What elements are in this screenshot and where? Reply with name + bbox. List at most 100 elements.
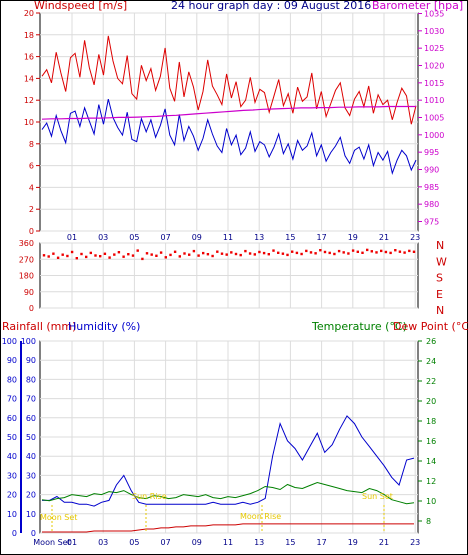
direction-point (328, 251, 331, 255)
direction-point (211, 254, 214, 258)
direction-point (108, 256, 111, 259)
x-tick-label: 17 (317, 233, 327, 242)
compass-label: S (436, 272, 443, 285)
direction-point (183, 252, 186, 255)
tick-label-left: 6 (29, 162, 34, 171)
direction-point (103, 252, 107, 255)
direction-point (169, 253, 172, 257)
compass-label: N (436, 239, 444, 252)
x-tick-label: 01 (67, 233, 77, 242)
direction-point (220, 252, 224, 255)
compass-label: W (436, 255, 447, 268)
tick-label-left: 2 (29, 205, 34, 214)
direction-point (281, 252, 285, 255)
panel3-series (41, 415, 415, 533)
dewpoint-axis-label: Dew Point (°C) (393, 320, 468, 333)
direction-point (80, 252, 83, 256)
direction-point (56, 256, 60, 259)
tick-label-right: 1010 (424, 96, 444, 105)
direction-point (113, 253, 116, 256)
direction-point (286, 253, 289, 257)
tick-label-left-rain: 80 (26, 375, 36, 384)
tick-label-left-rain: 0 (31, 529, 36, 538)
tick-label-left: 0 (29, 304, 34, 313)
x-tick-label: 23 (410, 233, 420, 242)
direction-point (66, 254, 69, 258)
direction-point (131, 254, 135, 257)
direction-point (309, 251, 313, 254)
panel3-right-ticks: 26 24 22 20 18 16 14 12 10 8 (418, 337, 436, 526)
direction-point (173, 250, 177, 253)
chart-title: 24 hour graph day : 09 August 2016 (171, 0, 371, 12)
direction-point (258, 250, 261, 254)
direction-point (380, 249, 383, 253)
x-tick-label: 01 (67, 538, 77, 547)
rainfall-axis-label: Rainfall (mm) (2, 320, 76, 333)
direction-point (295, 251, 299, 255)
panel1-right-ticks: 1035 1030 1025 1020 1015 1010 1005 1000 995 990 98… (418, 10, 444, 227)
direction-point (342, 251, 345, 254)
direction-point (323, 250, 327, 254)
tick-label-left: 4 (29, 183, 34, 192)
direction-point (370, 250, 373, 253)
tick-label-right: 26 (426, 337, 436, 346)
x-tick-label: 15 (285, 233, 295, 242)
direction-point (188, 253, 191, 256)
direction-point (206, 253, 210, 256)
tick-label-right: 1035 (424, 10, 444, 19)
tick-label-left-humidity: 100 (2, 337, 17, 346)
direction-point (75, 257, 78, 260)
x-tick-label: 11 (223, 233, 233, 242)
tick-label-left-humidity: 30 (7, 471, 17, 480)
direction-point (337, 249, 341, 253)
tick-label-left-humidity: 20 (7, 491, 17, 500)
tick-label-right: 16 (426, 437, 436, 446)
direction-point (389, 251, 392, 255)
x-tick-label: 21 (379, 233, 389, 242)
x-tick-label: 03 (98, 233, 108, 242)
direction-point (155, 254, 158, 257)
x-tick-label: 09 (192, 538, 202, 547)
direction-point (384, 250, 388, 254)
tick-label-right: 1030 (424, 27, 444, 36)
series-humidity-line (42, 415, 415, 507)
x-tick-label: 19 (348, 233, 358, 242)
series-temperature-line (41, 481, 415, 505)
tick-label-right: 1015 (424, 79, 444, 88)
tick-label-right: 995 (424, 148, 439, 157)
tick-label-right: 8 (426, 517, 431, 526)
tick-label-left: 20 (24, 9, 34, 18)
x-tick-label: Moon Set (33, 538, 70, 547)
direction-point (305, 249, 308, 253)
direction-point (319, 249, 322, 252)
tick-label-left-humidity: 50 (7, 433, 17, 442)
direction-point (159, 251, 163, 254)
direction-point (300, 252, 303, 256)
tick-label-right: 1025 (424, 44, 444, 53)
direction-point (216, 250, 219, 253)
direction-point (89, 251, 92, 255)
direction-point (375, 251, 378, 254)
tick-label-left: 270 (19, 255, 34, 264)
direction-point (394, 249, 397, 252)
direction-point (230, 251, 233, 254)
tick-label-left: 10 (24, 118, 34, 127)
tick-label-left-humidity: 10 (7, 510, 17, 519)
compass-label: N (436, 304, 444, 317)
direction-point (150, 253, 153, 256)
tick-label-left-rain: 100 (21, 337, 36, 346)
barometer-axis-label: Barometer [hpa] (372, 0, 463, 12)
tick-label-right: 1020 (424, 62, 444, 71)
humidity-axis-label: Humidity (%) (68, 320, 140, 333)
series-windspeed-line (41, 98, 417, 175)
direction-point (47, 255, 50, 258)
x-tick-label: 23 (410, 538, 420, 547)
direction-point (412, 250, 416, 253)
tick-label-left-humidity: 80 (7, 375, 17, 384)
direction-point (333, 252, 336, 256)
tick-label-right: 985 (424, 183, 439, 192)
tick-label-left-rain: 40 (26, 452, 36, 461)
